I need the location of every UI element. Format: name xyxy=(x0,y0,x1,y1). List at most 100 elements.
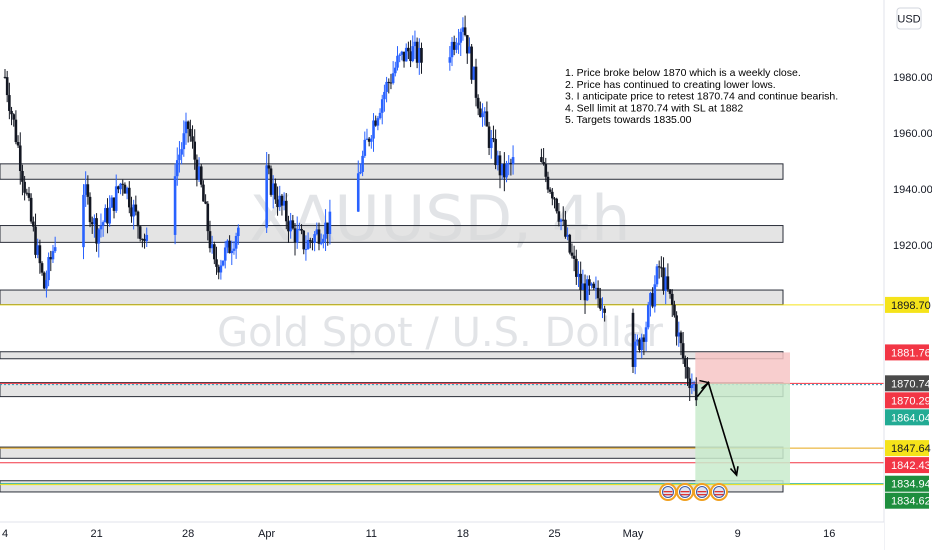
candle-body xyxy=(25,192,29,194)
flag-stripe-icon xyxy=(714,491,724,493)
price-tag-label: 1898.70 xyxy=(891,300,931,312)
projection-path xyxy=(696,379,739,477)
price-tag-label: 1870.29 xyxy=(891,395,931,407)
candle-body xyxy=(306,239,310,250)
candle-body xyxy=(505,163,508,178)
candle-body xyxy=(308,239,312,242)
candle-body xyxy=(681,343,685,359)
candle-body xyxy=(690,385,694,389)
candle-body xyxy=(420,47,423,63)
candle-body xyxy=(47,257,50,281)
candle-body xyxy=(234,235,238,249)
candle-body xyxy=(119,183,122,190)
projection-arrowhead xyxy=(729,466,739,477)
flag-stripe-icon xyxy=(663,494,673,496)
candle-body xyxy=(276,199,279,208)
candle-body xyxy=(175,160,179,177)
stop-loss-zone[interactable] xyxy=(695,352,790,384)
candle-body xyxy=(585,279,589,301)
sr-zone xyxy=(0,225,784,243)
candle-body xyxy=(646,304,650,328)
candle-body xyxy=(483,111,487,114)
currency-button[interactable] xyxy=(896,7,922,30)
price-tag xyxy=(885,440,929,457)
time-tick-label: 21 xyxy=(90,528,102,540)
candle-body xyxy=(202,184,205,202)
candle-body xyxy=(182,133,186,150)
candle-body xyxy=(662,267,665,291)
candle-body xyxy=(210,244,214,249)
candle-body xyxy=(271,183,275,195)
short-position-tool[interactable] xyxy=(695,352,790,484)
candle-body xyxy=(380,99,384,113)
candle-body xyxy=(228,240,231,254)
candle-body xyxy=(45,280,48,289)
candle-body xyxy=(378,112,382,119)
candle-body xyxy=(633,341,637,367)
price-tag-label: 1847.64 xyxy=(891,443,931,455)
candle-body xyxy=(230,250,234,254)
candle-body xyxy=(472,66,476,80)
candle-body xyxy=(237,227,240,236)
candle-body xyxy=(189,128,192,137)
candle-body xyxy=(489,138,493,148)
candle-body xyxy=(145,234,149,242)
candle-body xyxy=(208,231,212,249)
candle-body xyxy=(657,266,661,268)
candle-body xyxy=(389,82,393,84)
candle-body xyxy=(487,126,491,148)
candle-body xyxy=(461,27,465,32)
candle-body xyxy=(564,219,567,237)
time-tick-label: 28 xyxy=(182,528,194,540)
candle-body xyxy=(372,120,375,139)
candle-body xyxy=(173,176,177,235)
candle-body xyxy=(282,200,286,206)
candle-body xyxy=(376,118,380,126)
candle-body xyxy=(322,238,325,243)
candle-body xyxy=(601,308,604,310)
candle-body xyxy=(418,47,421,63)
time-tick-label: 18 xyxy=(457,528,469,540)
candle-body xyxy=(313,234,316,243)
candle-body xyxy=(132,204,135,217)
candle-body xyxy=(82,194,85,248)
candle-body xyxy=(104,208,107,223)
candle-body xyxy=(583,283,587,301)
candle-body xyxy=(540,157,543,162)
candle-body xyxy=(32,221,35,227)
candle-body xyxy=(651,293,654,307)
candle-body xyxy=(494,138,497,166)
candle-body xyxy=(86,184,90,197)
candle-body xyxy=(664,276,668,291)
candle-body xyxy=(374,120,377,126)
candle-body xyxy=(631,312,635,367)
candle-body xyxy=(219,265,223,273)
economic-events[interactable] xyxy=(659,483,728,501)
candle-body xyxy=(298,228,301,230)
candle-body xyxy=(16,142,20,146)
take-profit-zone[interactable] xyxy=(695,383,790,484)
time-tick-label: 11 xyxy=(366,528,377,540)
candle-body xyxy=(221,260,225,266)
candle-body xyxy=(476,97,480,109)
candle-body xyxy=(23,181,26,193)
time-axis[interactable]: 4 21 28 Apr 11 18 25 May 9 16 xyxy=(0,521,884,550)
candle-body xyxy=(448,57,452,63)
candle-body xyxy=(673,304,676,316)
candle-body xyxy=(359,171,362,174)
candle-body xyxy=(204,201,207,204)
candle-body xyxy=(668,289,672,294)
candle-body xyxy=(642,337,646,342)
candle-body xyxy=(394,67,397,74)
time-tick-label: Apr xyxy=(258,528,275,540)
candle-body xyxy=(452,41,456,50)
candle-body xyxy=(398,54,401,56)
flag-stripe-icon xyxy=(680,494,690,496)
candle-body xyxy=(644,327,648,342)
candle-body xyxy=(93,218,96,225)
candle-body xyxy=(143,238,146,242)
candle-body xyxy=(278,195,282,208)
candle-body xyxy=(106,208,109,224)
candle-body xyxy=(570,252,574,256)
